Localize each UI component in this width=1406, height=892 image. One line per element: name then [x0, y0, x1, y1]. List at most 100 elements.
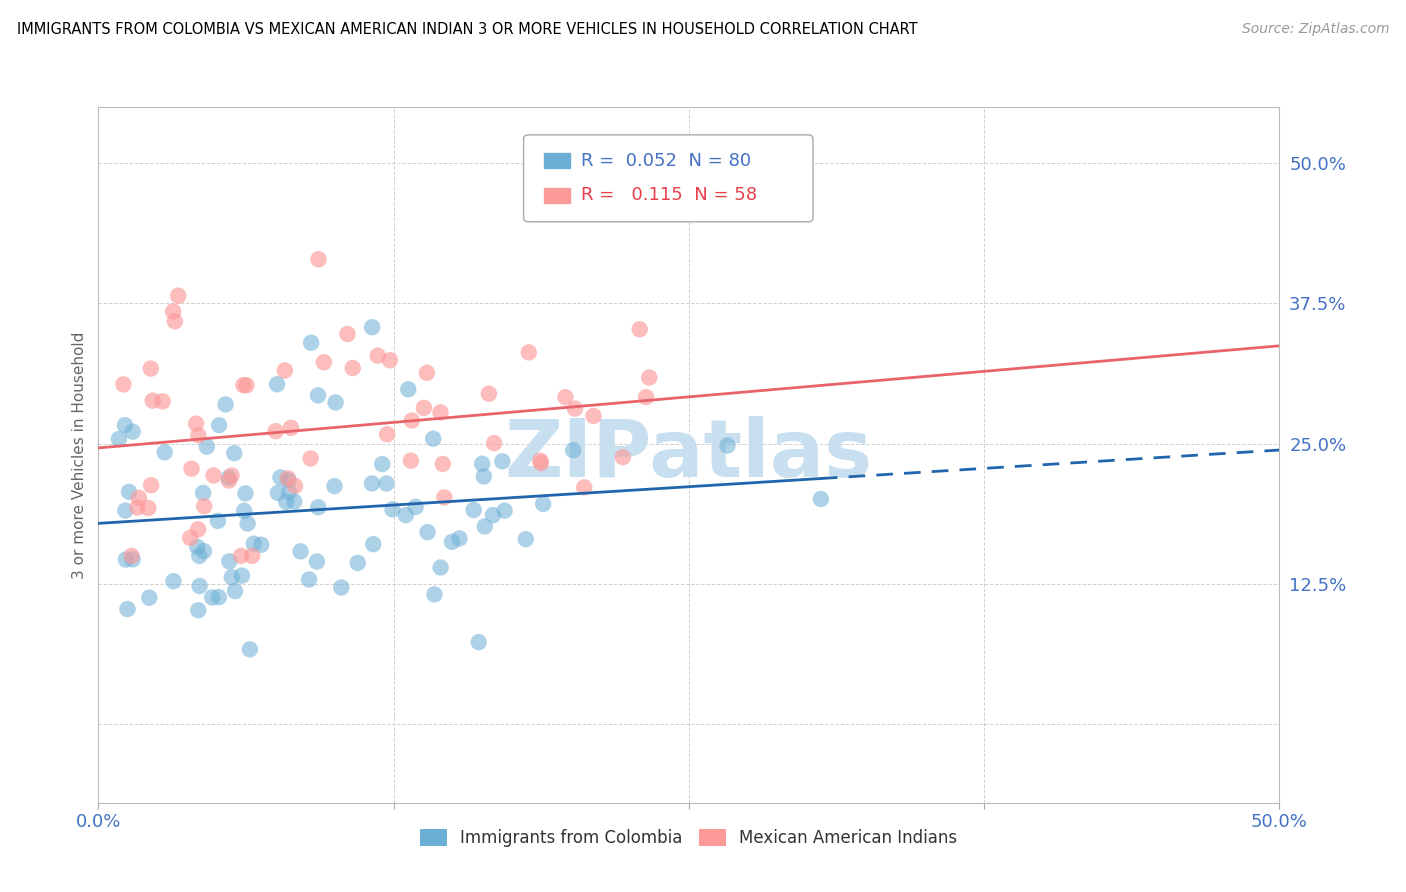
Point	[139, 361, 162, 376]
Point	[298, 573, 321, 587]
Point	[274, 363, 297, 377]
Point	[367, 349, 389, 363]
Point	[235, 486, 257, 500]
Point	[530, 456, 553, 470]
Point	[342, 361, 364, 376]
Point	[188, 549, 211, 563]
Point	[478, 386, 501, 401]
Point	[152, 394, 174, 409]
Point	[494, 503, 516, 517]
Point	[231, 568, 253, 582]
Point	[472, 469, 495, 483]
Point	[266, 377, 288, 392]
Point	[399, 453, 422, 467]
Point	[564, 401, 586, 416]
Point	[208, 418, 231, 433]
Point	[638, 370, 661, 384]
Point	[276, 495, 298, 509]
Point	[162, 304, 184, 318]
Point	[195, 440, 218, 454]
Point	[243, 537, 266, 551]
Point	[308, 252, 330, 267]
Point	[218, 474, 240, 488]
Point	[187, 522, 209, 536]
Point	[416, 366, 439, 380]
Bar	[544, 153, 569, 169]
Legend: Immigrants from Colombia, Mexican American Indians: Immigrants from Colombia, Mexican Americ…	[413, 822, 965, 854]
Point	[214, 397, 236, 411]
Text: Source: ZipAtlas.com: Source: ZipAtlas.com	[1241, 22, 1389, 37]
Point	[323, 479, 346, 493]
Point	[325, 395, 347, 409]
Point	[280, 421, 302, 435]
Point	[361, 537, 384, 551]
Point	[236, 516, 259, 531]
Point	[312, 355, 335, 369]
Point	[218, 470, 240, 484]
Point	[433, 491, 456, 505]
Point	[810, 491, 832, 506]
Point	[277, 473, 299, 487]
Point	[554, 390, 576, 404]
Point	[375, 476, 398, 491]
Point	[136, 501, 159, 516]
Point	[405, 500, 427, 514]
Point	[612, 450, 634, 465]
Point	[491, 454, 513, 468]
Point	[235, 378, 257, 392]
Point	[582, 409, 605, 423]
Point	[179, 531, 201, 545]
Point	[162, 574, 184, 589]
Point	[218, 554, 240, 568]
Point	[529, 453, 551, 467]
Point	[441, 534, 464, 549]
Point	[429, 405, 451, 419]
Point	[186, 540, 208, 554]
Point	[121, 549, 143, 563]
Point	[283, 494, 305, 508]
Point	[346, 556, 368, 570]
Point	[278, 485, 301, 500]
Point	[517, 345, 540, 359]
Point	[233, 504, 256, 518]
Point	[467, 635, 489, 649]
Point	[114, 503, 136, 517]
Point	[299, 335, 322, 350]
Point	[381, 502, 404, 516]
Point	[375, 427, 398, 442]
Point	[636, 390, 658, 404]
Point	[429, 560, 451, 574]
Point	[395, 508, 418, 523]
Point	[121, 425, 143, 439]
Point	[482, 436, 505, 450]
Point	[229, 549, 252, 563]
Point	[290, 544, 312, 558]
Point	[112, 377, 135, 392]
Point	[221, 570, 243, 584]
Point	[202, 468, 225, 483]
Text: R =   0.115  N = 58: R = 0.115 N = 58	[582, 186, 758, 204]
Point	[361, 320, 384, 334]
Point	[188, 579, 211, 593]
Point	[167, 288, 190, 302]
Point	[628, 322, 651, 336]
Point	[412, 401, 434, 415]
Point	[307, 500, 329, 515]
Point	[108, 432, 131, 446]
Point	[224, 446, 246, 460]
Point	[396, 382, 419, 396]
Point	[471, 457, 494, 471]
Point	[153, 445, 176, 459]
Point	[299, 451, 322, 466]
FancyBboxPatch shape	[523, 135, 813, 222]
Point	[307, 388, 329, 402]
Point	[423, 587, 446, 601]
Point	[277, 471, 299, 485]
Point	[562, 443, 585, 458]
Point	[184, 417, 207, 431]
Point	[531, 497, 554, 511]
Point	[240, 549, 263, 563]
Point	[121, 552, 143, 566]
Point	[138, 591, 160, 605]
Point	[163, 314, 186, 328]
